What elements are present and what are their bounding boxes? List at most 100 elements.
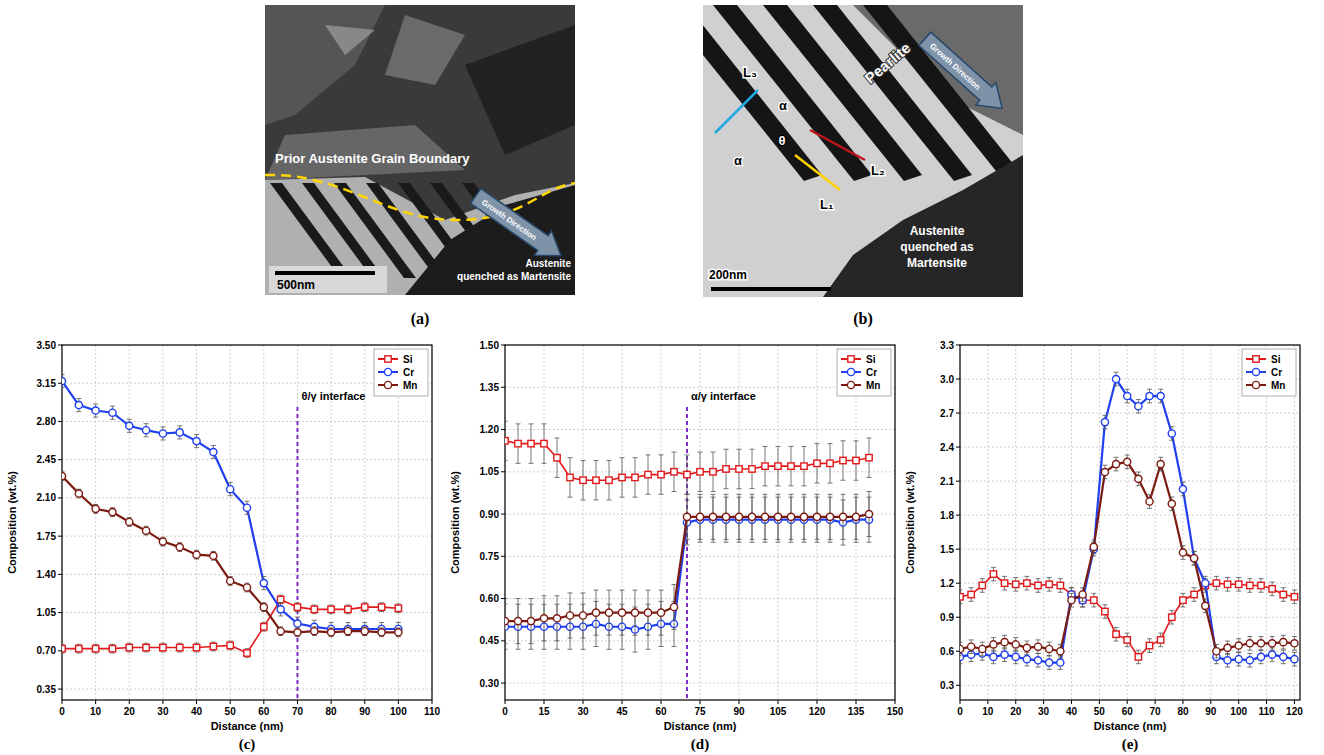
error-cap [93,644,98,645]
error-cap [980,578,985,579]
error-cap [1136,472,1141,473]
data-point [1190,555,1197,562]
error-cap [542,463,547,464]
data-point [1258,582,1264,588]
tick-mark [501,556,505,557]
data-point [960,594,963,600]
legend-box [837,349,891,396]
error-cap [581,592,586,593]
error-cap [854,539,859,540]
error-cap [396,603,401,604]
tick-mark [895,700,896,704]
error-cap [1158,389,1163,390]
data-group [960,372,1298,669]
error-cap [724,539,729,540]
error-cap [1069,587,1074,588]
error-cap [1047,655,1052,656]
profile-label: L₁ [820,197,833,212]
error-bar [854,441,859,480]
error-bar [127,643,132,652]
error-cap [1102,415,1107,416]
error-cap [1058,669,1063,670]
scale-label: 200nm [709,268,747,282]
error-cap [620,649,625,650]
tick-mark [622,700,623,704]
error-cap [980,592,985,593]
error-cap [1114,641,1119,642]
error-cap [1247,592,1252,593]
x-tick-label: 30 [1038,706,1050,717]
tick-mark [58,574,62,575]
y-tick-label: 0.75 [480,551,500,562]
tick-mark [817,700,818,704]
error-cap [261,576,266,577]
error-cap [633,635,638,636]
error-cap [110,406,115,407]
texture [325,25,375,55]
tick-mark [331,700,332,704]
error-cap [1102,618,1107,619]
error-cap [1136,650,1141,651]
error-cap [815,542,820,543]
data-point [159,430,166,437]
tick-mark [230,700,231,704]
data-point [1035,582,1041,588]
error-cap [1002,661,1007,662]
data-point [801,463,807,469]
tick-mark [661,700,662,704]
growth-arrow: Growth Direction [467,184,569,268]
error-cap [542,423,547,424]
grid-line [1099,345,1100,700]
x-tick-label: 75 [694,706,706,717]
error-cap [867,542,872,543]
error-cap [685,494,690,495]
error-cap [1292,665,1297,666]
error-cap [177,643,182,644]
data-point [788,463,794,469]
error-cap [633,652,638,653]
data-point [345,606,351,612]
error-cap [1114,470,1119,471]
data-point [710,469,716,475]
data-point [683,513,690,520]
error-cap [194,447,199,448]
error-cap [1258,592,1263,593]
error-cap [711,452,716,453]
error-cap [698,494,703,495]
data-point [1113,631,1119,637]
error-cap [1013,591,1018,592]
profile-label: L₂ [871,163,885,178]
error-bar [379,603,384,612]
grid-line [398,345,399,700]
error-cap [1214,644,1219,645]
error-bar [1147,639,1152,653]
error-cap [1236,652,1241,653]
tick-mark [129,700,130,704]
error-cap [1180,482,1185,483]
error-cap [633,590,638,591]
x-tick-label: 90 [359,706,371,717]
tick-mark [58,612,62,613]
error-cap [1114,372,1119,373]
data-point [344,628,351,635]
error-cap [828,539,833,540]
error-cap [620,457,625,458]
error-cap [1169,440,1174,441]
error-cap [1281,635,1286,636]
tick-mark [956,583,960,584]
error-cap [1013,577,1018,578]
data-point [528,440,534,446]
y-tick-label: 2.80 [37,416,57,427]
data-point [210,552,217,559]
texture [465,25,575,155]
error-cap [828,483,833,484]
error-cap [329,604,334,605]
error-bar [1180,593,1185,607]
error-cap [620,590,625,591]
error-cap [1236,665,1241,666]
error-bar [194,643,199,652]
error-bar [750,449,755,488]
grid-line [1182,345,1183,700]
error-cap [724,449,729,450]
data-point [227,642,233,648]
